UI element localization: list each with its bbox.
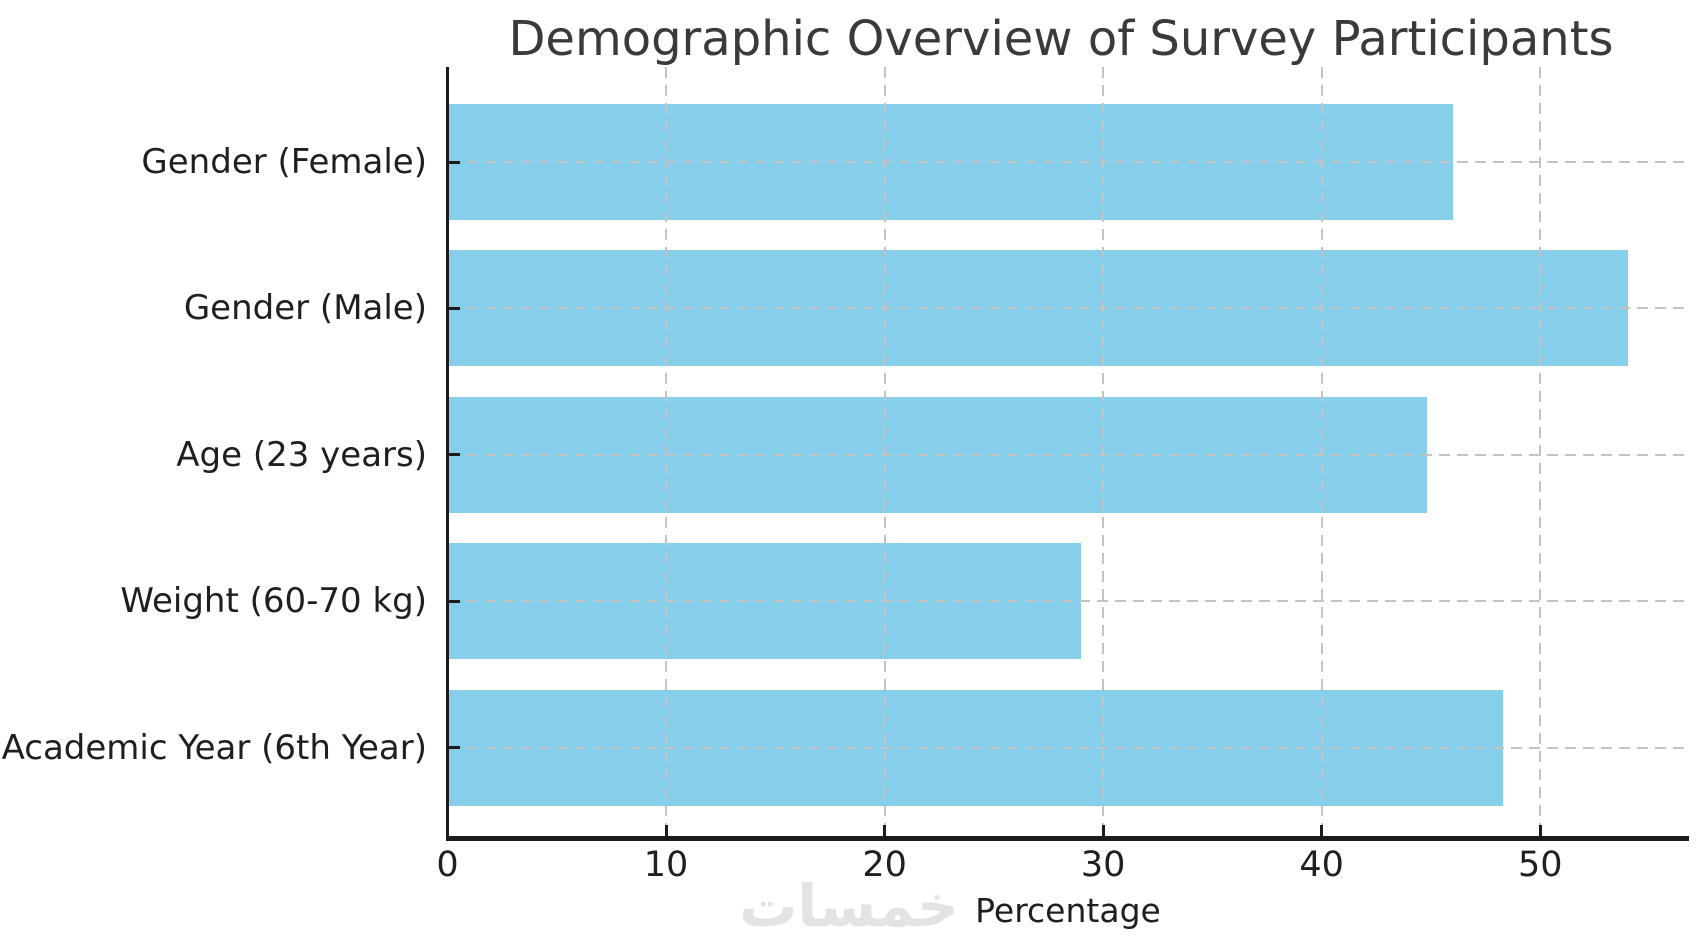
y-tick-mark <box>449 160 460 164</box>
x-axis-spine <box>446 836 1689 841</box>
y-tick-label: Gender (Female) <box>141 142 427 182</box>
y-tick-label: Weight (60-70 kg) <box>120 581 427 622</box>
plot-area <box>446 67 1689 841</box>
v-gridline <box>1539 67 1542 836</box>
y-tick-mark <box>449 746 460 750</box>
x-tick-label: 20 <box>862 845 907 885</box>
h-gridline <box>449 600 1689 603</box>
x-tick-label: 0 <box>436 845 459 885</box>
y-axis-spine <box>446 67 449 841</box>
h-gridline <box>449 307 1689 310</box>
y-tick-mark <box>449 306 460 310</box>
x-tick-label: 10 <box>643 845 689 885</box>
h-gridline <box>449 746 1689 749</box>
x-tick-label: 30 <box>1080 845 1126 885</box>
h-gridline <box>449 161 1689 163</box>
y-tick-label: Age (23 years) <box>176 434 427 475</box>
watermark-logo: خمسات <box>739 872 959 940</box>
x-tick-mark <box>1538 825 1542 836</box>
x-tick-label: 40 <box>1299 845 1344 885</box>
v-gridline <box>665 67 668 836</box>
x-tick-mark <box>1101 825 1105 836</box>
v-gridline <box>883 67 886 836</box>
y-tick-mark <box>449 599 460 603</box>
x-tick-mark <box>883 825 887 836</box>
y-tick-label: Academic Year (6th Year) <box>1 727 427 768</box>
h-gridline <box>449 453 1689 456</box>
y-tick-mark <box>449 453 460 457</box>
chart-title: Demographic Overview of Survey Participa… <box>508 11 1614 67</box>
x-tick-label: 50 <box>1517 845 1563 885</box>
x-tick-mark <box>664 825 668 836</box>
x-tick-mark <box>1320 825 1324 836</box>
y-tick-label: Gender (Male) <box>183 288 427 329</box>
v-gridline <box>1320 67 1323 836</box>
v-gridline <box>1102 67 1105 836</box>
x-axis-title: Percentage <box>975 891 1161 930</box>
